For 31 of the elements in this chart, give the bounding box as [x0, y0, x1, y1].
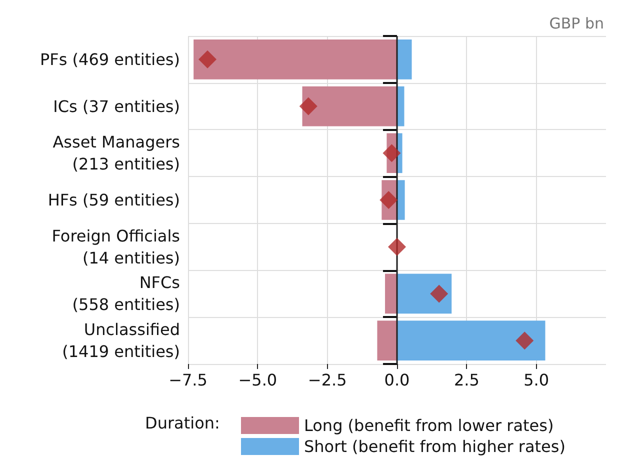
y-tick-label: ICs (37 entities): [53, 96, 180, 116]
bar: [302, 86, 397, 126]
x-tick-label: −2.5: [308, 370, 347, 390]
bar: [377, 320, 397, 360]
y-tick-label: Unclassified (1419 entities): [62, 320, 180, 362]
point: [430, 284, 448, 303]
x-tick-label: 5.0: [524, 370, 550, 390]
text: GBP bn: [549, 14, 604, 32]
legend-label: Short (benefit from higher rates): [304, 437, 566, 456]
point: [388, 238, 406, 256]
x-tick-label: 2.5: [454, 370, 480, 390]
point: [382, 144, 401, 162]
y-tick-label: HFs (59 entities): [48, 190, 180, 210]
x-tick-label: −7.5: [168, 370, 208, 390]
y-tick-label: PFs (469 entities): [40, 50, 180, 69]
x-tick-label: −5.0: [238, 370, 278, 390]
bar: [397, 274, 452, 314]
y-tick-label: NFCs (558 entities): [72, 273, 180, 314]
y-tick-label: Asset Managers (213 entities): [52, 132, 180, 174]
point: [299, 97, 318, 116]
point: [380, 191, 398, 209]
point: [516, 332, 534, 350]
legend-label: Long (benefit from lower rates): [304, 416, 554, 435]
x-tick-label: 0.0: [384, 370, 410, 390]
bar: [194, 40, 397, 80]
bar: [385, 274, 397, 314]
legend-title: Duration:: [145, 414, 220, 432]
y-tick-label: Foreign Officials (14 entities): [52, 226, 180, 268]
bar: [397, 320, 546, 360]
bar: [397, 40, 412, 80]
point: [198, 50, 217, 68]
